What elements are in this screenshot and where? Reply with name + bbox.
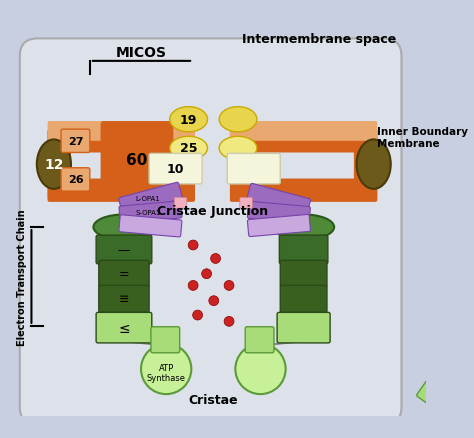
FancyBboxPatch shape: [245, 327, 274, 353]
FancyBboxPatch shape: [118, 183, 182, 215]
FancyBboxPatch shape: [47, 179, 195, 202]
Bar: [301, 299, 306, 312]
FancyBboxPatch shape: [280, 261, 327, 288]
Bar: [121, 299, 127, 312]
FancyBboxPatch shape: [119, 215, 182, 237]
FancyBboxPatch shape: [151, 327, 180, 353]
FancyBboxPatch shape: [240, 198, 252, 208]
FancyBboxPatch shape: [247, 184, 310, 215]
Ellipse shape: [356, 140, 391, 189]
FancyBboxPatch shape: [100, 122, 173, 199]
Text: ≡: ≡: [118, 293, 129, 306]
Text: Cristae: Cristae: [188, 393, 237, 406]
Bar: [121, 274, 127, 286]
Text: —: —: [118, 223, 129, 233]
Text: ATP
Synthase: ATP Synthase: [146, 363, 186, 382]
FancyBboxPatch shape: [227, 154, 280, 184]
FancyBboxPatch shape: [247, 215, 310, 237]
FancyBboxPatch shape: [230, 130, 377, 153]
Ellipse shape: [170, 107, 208, 133]
Text: Electron Transport Chain: Electron Transport Chain: [18, 208, 27, 345]
Circle shape: [188, 240, 198, 251]
Text: S-OPA1: S-OPA1: [136, 209, 161, 215]
FancyBboxPatch shape: [354, 130, 377, 201]
FancyBboxPatch shape: [61, 130, 90, 153]
FancyBboxPatch shape: [172, 130, 195, 201]
Text: 60: 60: [126, 153, 147, 168]
Circle shape: [141, 344, 191, 394]
FancyBboxPatch shape: [99, 286, 149, 313]
Circle shape: [209, 296, 219, 306]
Bar: [121, 250, 127, 263]
Text: Inner Boundary
Membrane: Inner Boundary Membrane: [377, 127, 468, 148]
FancyBboxPatch shape: [230, 179, 377, 202]
Text: 10: 10: [166, 163, 184, 176]
Circle shape: [235, 344, 286, 394]
Ellipse shape: [37, 140, 71, 189]
FancyBboxPatch shape: [280, 286, 327, 313]
FancyBboxPatch shape: [61, 168, 90, 192]
FancyBboxPatch shape: [20, 39, 401, 425]
Text: Cristae Junction: Cristae Junction: [157, 205, 268, 218]
Text: MICOS: MICOS: [116, 46, 166, 60]
Ellipse shape: [219, 137, 257, 160]
Circle shape: [201, 269, 211, 279]
FancyBboxPatch shape: [96, 236, 152, 264]
Text: 12: 12: [44, 158, 64, 172]
Text: 27: 27: [68, 137, 83, 146]
Text: ≤: ≤: [118, 321, 130, 335]
Circle shape: [188, 281, 198, 291]
FancyBboxPatch shape: [230, 122, 377, 141]
FancyBboxPatch shape: [279, 236, 328, 264]
Text: 25: 25: [180, 142, 197, 155]
Bar: [301, 250, 306, 263]
FancyBboxPatch shape: [174, 198, 187, 208]
FancyBboxPatch shape: [119, 201, 182, 223]
Circle shape: [224, 281, 234, 291]
FancyBboxPatch shape: [99, 261, 149, 288]
Text: Intermembrane space: Intermembrane space: [242, 33, 396, 46]
FancyBboxPatch shape: [47, 130, 71, 201]
FancyBboxPatch shape: [47, 130, 195, 153]
FancyBboxPatch shape: [149, 154, 202, 184]
Circle shape: [224, 317, 234, 327]
FancyBboxPatch shape: [230, 130, 253, 201]
FancyBboxPatch shape: [417, 380, 448, 410]
Ellipse shape: [273, 215, 334, 240]
Text: —: —: [118, 244, 130, 256]
Circle shape: [210, 254, 220, 264]
Ellipse shape: [170, 137, 208, 160]
Ellipse shape: [219, 107, 257, 133]
Text: 19: 19: [180, 113, 197, 127]
FancyBboxPatch shape: [96, 313, 152, 343]
Text: L-OPA1: L-OPA1: [136, 196, 161, 202]
FancyBboxPatch shape: [47, 122, 195, 141]
FancyBboxPatch shape: [247, 202, 310, 224]
Text: 26: 26: [68, 175, 83, 185]
FancyBboxPatch shape: [277, 313, 330, 343]
Text: =: =: [118, 268, 129, 281]
Bar: [301, 274, 306, 286]
Circle shape: [192, 311, 202, 320]
Ellipse shape: [93, 215, 155, 240]
